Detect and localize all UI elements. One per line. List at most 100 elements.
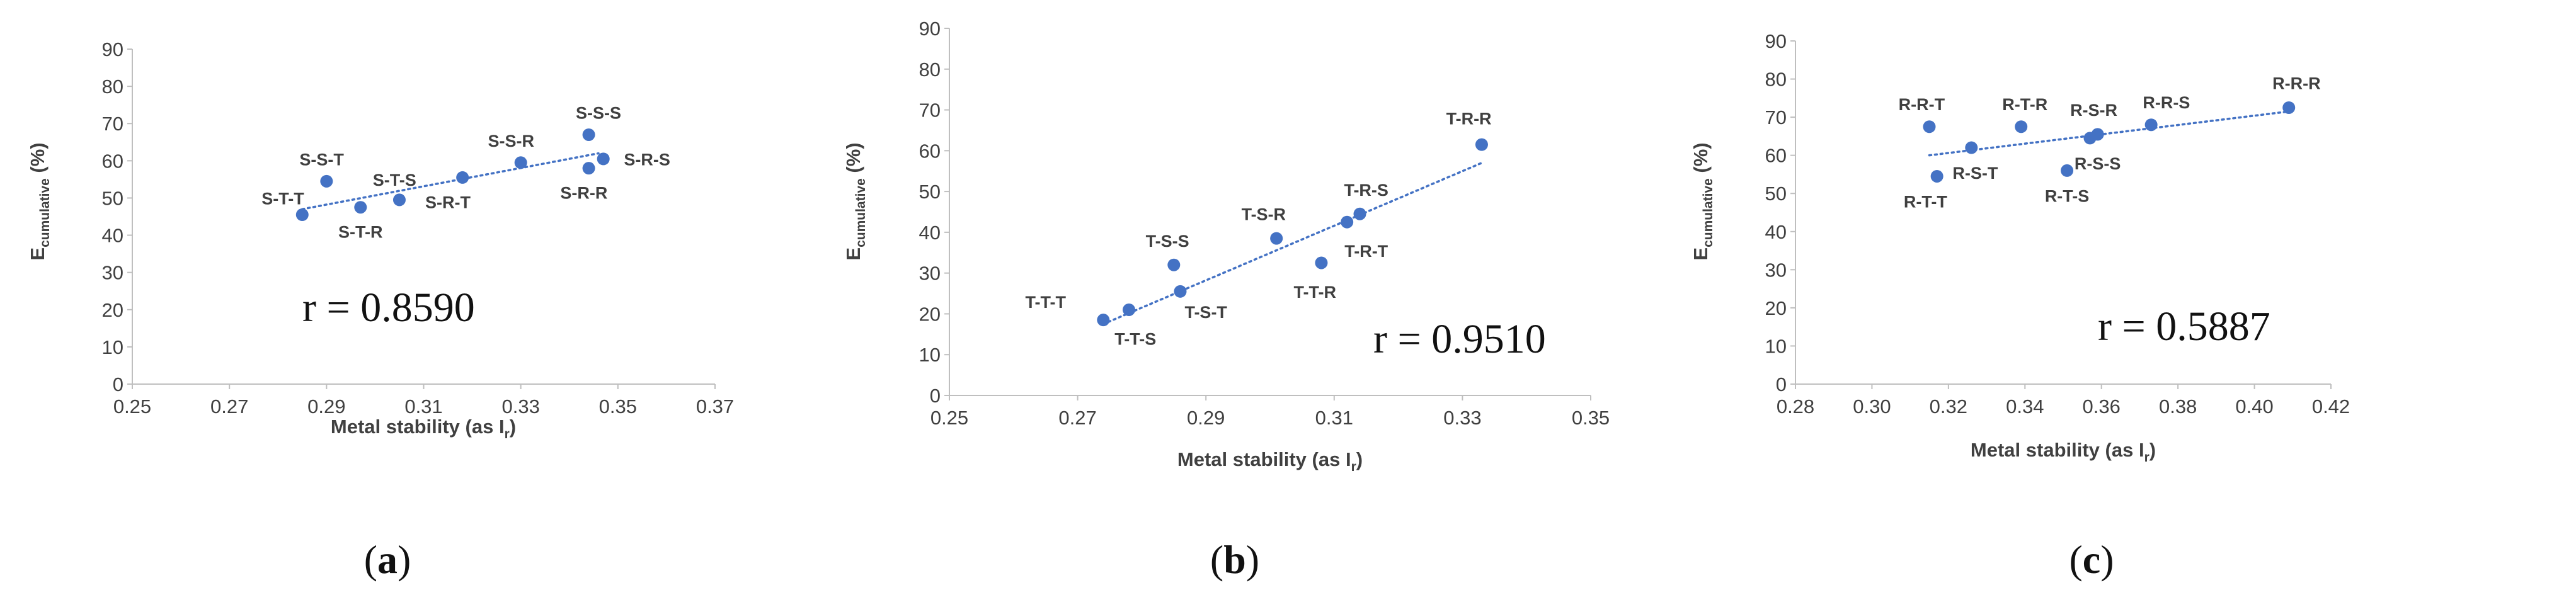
y-axis-title-subscript: cumulative — [38, 178, 52, 247]
x-tick-label: 0.42 — [2312, 395, 2350, 417]
x-axis-title-subscript: r — [1351, 460, 1356, 474]
y-tick-label: 20 — [1765, 297, 1787, 319]
data-point — [2083, 132, 2097, 145]
correlation-annotation: r = 0.5887 — [2098, 304, 2270, 349]
y-axis-title-main: E — [842, 247, 864, 261]
x-tick-label: 0.27 — [1058, 407, 1096, 429]
y-axis-title-subscript: cumulative — [1701, 178, 1715, 247]
y-tick-label: 40 — [919, 222, 941, 244]
data-point-label: T-S-R — [1242, 205, 1286, 224]
y-axis-title-unit: (%) — [1690, 142, 1712, 178]
x-axis-title-main: Metal stability (as I — [331, 416, 505, 438]
trendline — [1928, 110, 2290, 157]
x-tick-label: 0.35 — [1572, 407, 1610, 429]
y-tick-label: 20 — [102, 299, 123, 321]
x-tick-label: 0.29 — [307, 395, 345, 417]
panel-caption-open: ( — [2069, 537, 2082, 582]
data-point — [582, 128, 595, 141]
data-point-label: S-S-R — [488, 132, 535, 150]
data-point — [295, 208, 309, 222]
y-tick-label: 80 — [102, 76, 123, 98]
y-tick-label: 30 — [102, 262, 123, 284]
data-point — [320, 174, 333, 188]
y-axis-title-unit: (%) — [26, 142, 49, 178]
panel-caption-close: ) — [1246, 537, 1259, 582]
y-axis-title: Ecumulative (%) — [1690, 142, 1715, 260]
y-tick-label: 70 — [1765, 106, 1787, 128]
data-point — [1341, 215, 1354, 229]
x-axis-title-subscript: r — [2144, 450, 2150, 465]
data-point — [1123, 303, 1136, 316]
data-point — [354, 201, 367, 214]
data-point — [2144, 118, 2158, 132]
y-tick-label: 0 — [930, 385, 941, 407]
y-axis-title-main: E — [26, 247, 49, 261]
data-point — [597, 152, 610, 166]
trendline — [1102, 162, 1483, 326]
y-tick-label: 70 — [919, 99, 941, 122]
y-tick-label: 70 — [102, 113, 123, 135]
x-tick-label: 0.31 — [404, 395, 442, 417]
panel-caption-letter: a — [377, 537, 398, 582]
data-point-label: R-R-S — [2143, 93, 2190, 112]
panel-caption-open: ( — [1210, 537, 1223, 582]
panel-caption-letter: c — [2083, 537, 2100, 582]
panel-caption-open: ( — [364, 537, 377, 582]
data-point — [1353, 207, 1366, 220]
data-point — [1315, 256, 1328, 269]
data-point-label: S-R-R — [560, 184, 607, 203]
data-point — [456, 171, 469, 184]
panel-caption-close: ) — [2100, 537, 2114, 582]
chart-panel-c: 0 10 20 30 40 50 60 70 80 90 0.28 0.30 0.32 0.34 0.36 0… — [1690, 30, 2350, 582]
y-tick-label: 50 — [919, 181, 941, 203]
y-tick-label: 0 — [113, 373, 123, 395]
x-tick-label: 0.31 — [1315, 407, 1353, 429]
data-point — [1930, 169, 1943, 183]
y-tick-label: 40 — [102, 225, 123, 247]
x-axis-title-main: Metal stability (as I — [1971, 439, 2144, 461]
x-tick-label: 0.25 — [113, 395, 151, 417]
data-point-label: R-S-R — [2070, 101, 2117, 120]
y-tick-label: 10 — [1765, 335, 1787, 357]
trendline — [301, 152, 600, 210]
x-tick-label: 0.40 — [2235, 395, 2273, 417]
y-tick-label: 80 — [1765, 69, 1787, 91]
data-point-label: R-S-S — [2075, 154, 2121, 173]
y-tick-label: 10 — [102, 336, 123, 358]
data-point — [2015, 120, 2028, 133]
data-point-label: S-T-T — [261, 189, 304, 208]
data-point-label: T-R-R — [1446, 110, 1492, 128]
data-point — [2282, 101, 2296, 114]
data-point — [582, 162, 595, 175]
data-point-label: S-S-S — [576, 103, 621, 122]
x-tick-label: 0.32 — [1930, 395, 1967, 417]
data-point-label: S-T-S — [373, 171, 416, 190]
data-point-label: S-R-T — [425, 193, 471, 212]
data-point — [1270, 232, 1283, 245]
x-tick-label: 0.38 — [2159, 395, 2197, 417]
y-tick-label: 60 — [102, 150, 123, 172]
panel-caption-letter: b — [1223, 537, 1246, 582]
y-axis-title: Ecumulative (%) — [842, 142, 868, 260]
data-point-label: R-T-T — [1904, 192, 1947, 211]
y-tick-label: 60 — [1765, 145, 1787, 167]
x-axis-title-close: ) — [2150, 439, 2156, 461]
data-point-label: R-R-R — [2272, 74, 2320, 93]
y-axis-title-main: E — [1690, 247, 1712, 261]
y-tick-label: 90 — [919, 18, 941, 40]
y-tick-label: 20 — [919, 303, 941, 325]
data-point — [1174, 285, 1187, 298]
y-tick-label: 50 — [1765, 183, 1787, 205]
y-tick-label: 40 — [1765, 221, 1787, 243]
data-point — [1097, 314, 1110, 327]
y-tick-label: 60 — [919, 140, 941, 162]
x-axis-title: Metal stability (as Ir) — [1177, 448, 1363, 474]
y-tick-label: 30 — [1765, 259, 1787, 281]
panel-caption: (c) — [2069, 537, 2114, 582]
data-point-label: S-T-R — [338, 223, 383, 242]
data-point-label: R-R-T — [1899, 95, 1945, 114]
chart-panel-a: 0 10 20 30 40 50 60 70 80 90 0.25 0.27 0.29 0.31 0.33 0… — [26, 38, 734, 582]
x-tick-label: 0.27 — [210, 395, 248, 417]
x-axis-title-subscript: r — [505, 427, 510, 441]
